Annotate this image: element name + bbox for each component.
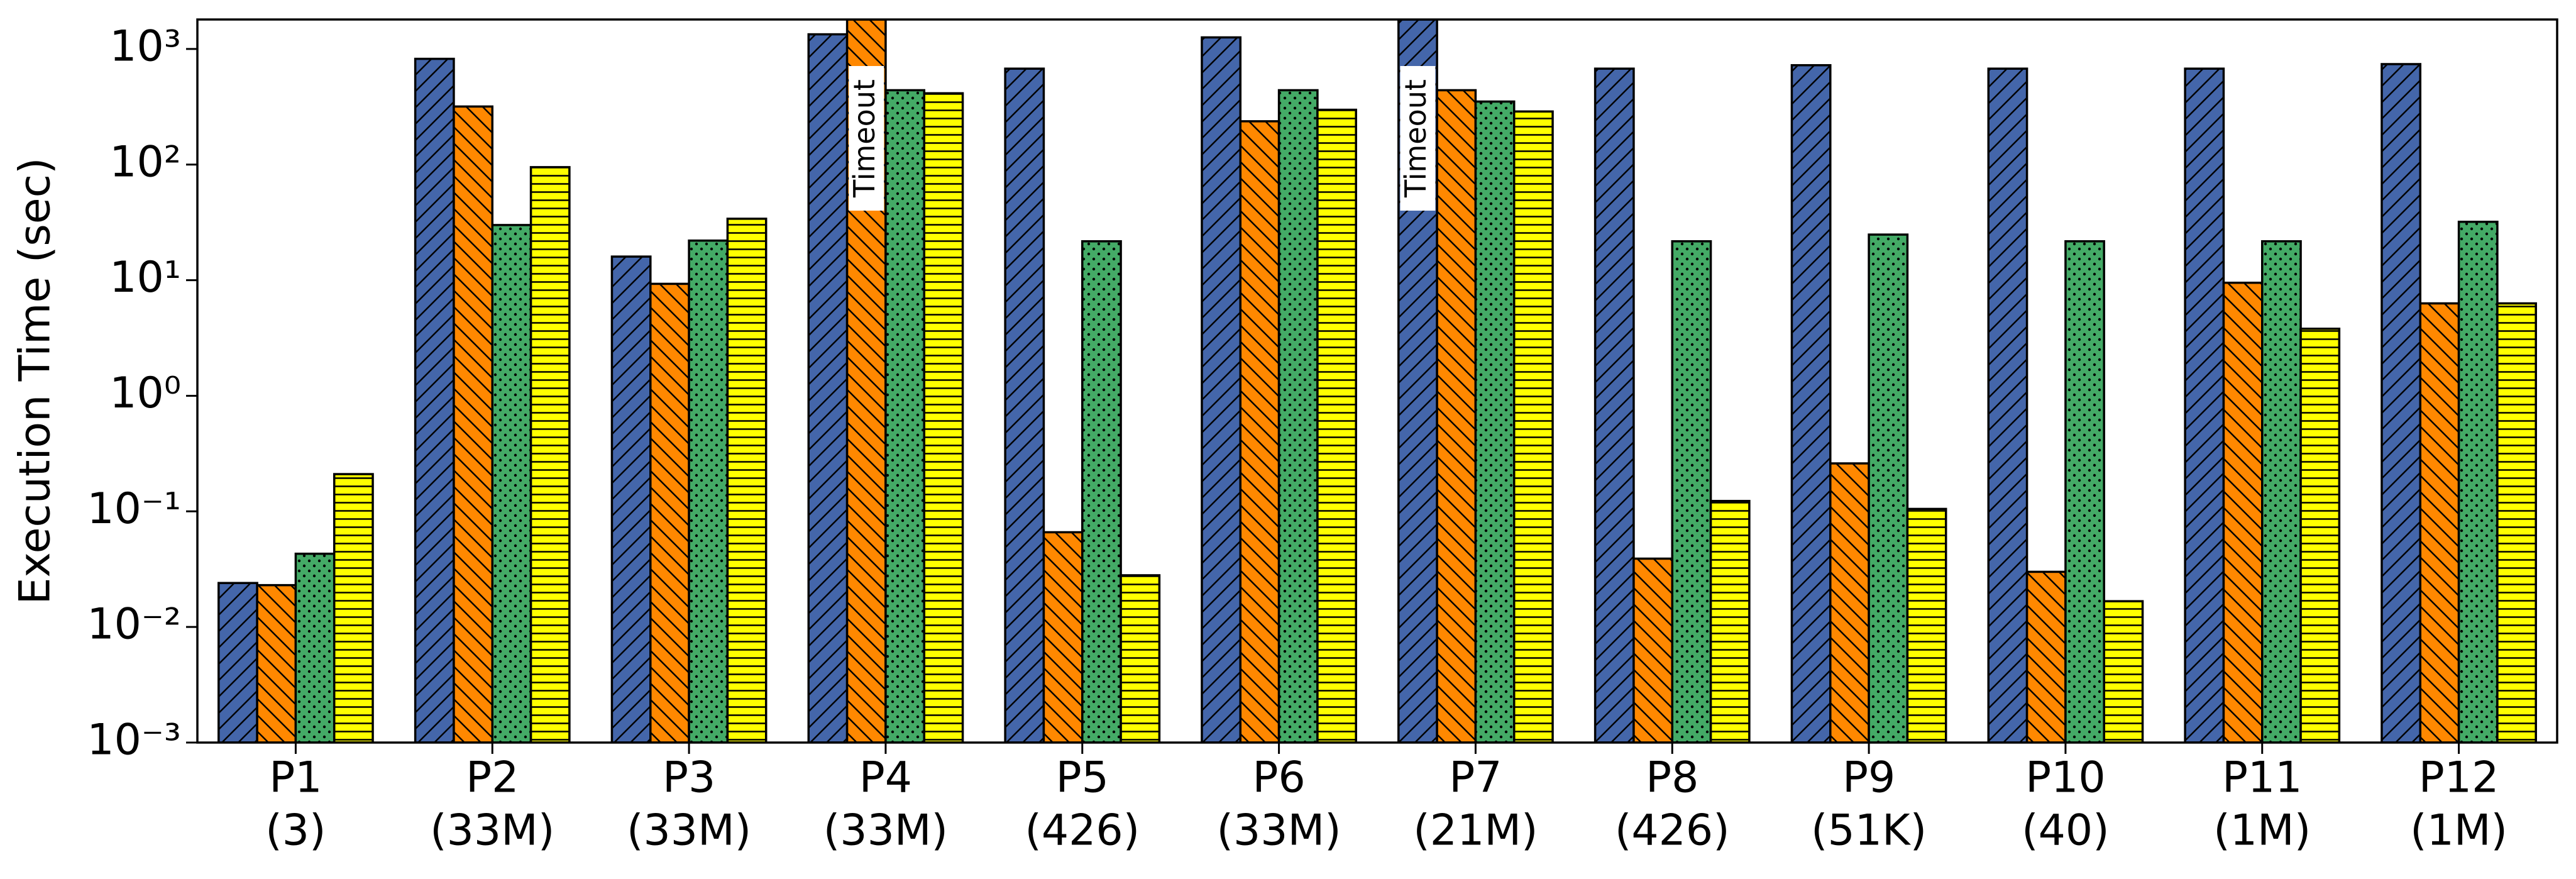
bar — [1239, 120, 1280, 743]
bars — [217, 19, 2537, 743]
bar — [2496, 302, 2537, 743]
bar — [1987, 67, 2028, 743]
x-tick-label: P12 — [2419, 753, 2499, 803]
bar — [1120, 574, 1161, 743]
annotation-box — [1400, 66, 1436, 211]
bar — [610, 255, 652, 743]
x-tick-label: (1M) — [2410, 806, 2507, 856]
bar — [1593, 67, 1635, 743]
x-tick-label: P9 — [1842, 753, 1895, 803]
bar — [807, 33, 849, 743]
bar — [333, 473, 374, 743]
bar — [2103, 600, 2144, 743]
x-tick-label: (33M) — [430, 806, 554, 856]
bar — [688, 239, 729, 743]
annotation: Timeout — [847, 79, 881, 198]
x-tick-label: P5 — [1056, 753, 1109, 803]
y-tick-label: 10⁻² — [87, 600, 181, 650]
x-tick-label: P3 — [663, 753, 715, 803]
bar — [1042, 531, 1084, 743]
bar — [2025, 570, 2067, 743]
y-tick-label: 10⁻¹ — [87, 484, 181, 534]
y-tick-label: 10⁰ — [109, 368, 181, 418]
annotation: Timeout — [1399, 79, 1433, 198]
annotation-box — [849, 66, 884, 211]
x-tick-label: P7 — [1449, 753, 1502, 803]
y-axis-label: Execution Time (sec) — [11, 157, 60, 604]
x-tick-label: P8 — [1646, 753, 1698, 803]
bar — [884, 89, 925, 743]
bar — [1201, 36, 1242, 743]
bar — [256, 583, 297, 743]
x-tick-label: (1M) — [2213, 806, 2311, 856]
x-tick-label: (51K) — [1811, 806, 1927, 856]
y-tick-label: 10² — [109, 137, 181, 187]
x-tick-label: (40) — [2022, 806, 2110, 856]
bar — [923, 92, 964, 743]
x-tick-label: (33M) — [627, 806, 751, 856]
bar — [2299, 328, 2341, 743]
bar — [1316, 108, 1357, 743]
bar — [2419, 302, 2460, 743]
x-tick-label: P6 — [1252, 753, 1305, 803]
bar — [1512, 110, 1554, 743]
x-tick-label: (426) — [1025, 806, 1140, 856]
bar — [529, 166, 571, 743]
x-tick-label: (33M) — [1216, 806, 1341, 856]
bar — [2381, 63, 2422, 743]
bar — [1277, 89, 1319, 743]
bar — [726, 218, 768, 743]
bar — [491, 224, 532, 743]
x-tick-label: P1 — [269, 753, 322, 803]
bar — [1868, 233, 1909, 743]
x-tick-label: P2 — [466, 753, 519, 803]
bar — [649, 282, 690, 743]
x-tick-label: (3) — [265, 806, 326, 856]
bar — [1474, 100, 1516, 743]
bar — [2261, 240, 2302, 743]
bar — [414, 57, 455, 743]
y-tick-label: 10⁻³ — [87, 716, 181, 765]
bar — [453, 105, 494, 743]
x-tick-label: (33M) — [823, 806, 948, 856]
x-tick-label: (21M) — [1413, 806, 1538, 856]
bar — [2222, 281, 2264, 743]
bar — [1081, 240, 1122, 743]
bar — [1004, 67, 1045, 743]
bar — [1790, 64, 1832, 743]
bar — [1709, 500, 1751, 743]
y-tick-label: 10³ — [109, 21, 181, 71]
bar — [1671, 240, 1712, 743]
bar — [217, 582, 258, 743]
bar — [1829, 462, 1870, 743]
plot-frame — [196, 18, 2558, 744]
x-tick-label: P4 — [859, 753, 912, 803]
bar — [294, 552, 336, 743]
y-tick-label: 10¹ — [109, 253, 181, 302]
bar — [2184, 67, 2225, 743]
x-tick-label: P11 — [2222, 753, 2303, 803]
x-tick-label: (426) — [1615, 806, 1730, 856]
bar — [2457, 221, 2499, 743]
x-tick-label: P10 — [2025, 753, 2106, 803]
bar — [1906, 507, 1947, 743]
bar — [1436, 89, 1477, 743]
bar — [1632, 557, 1673, 743]
bar — [2064, 240, 2105, 743]
